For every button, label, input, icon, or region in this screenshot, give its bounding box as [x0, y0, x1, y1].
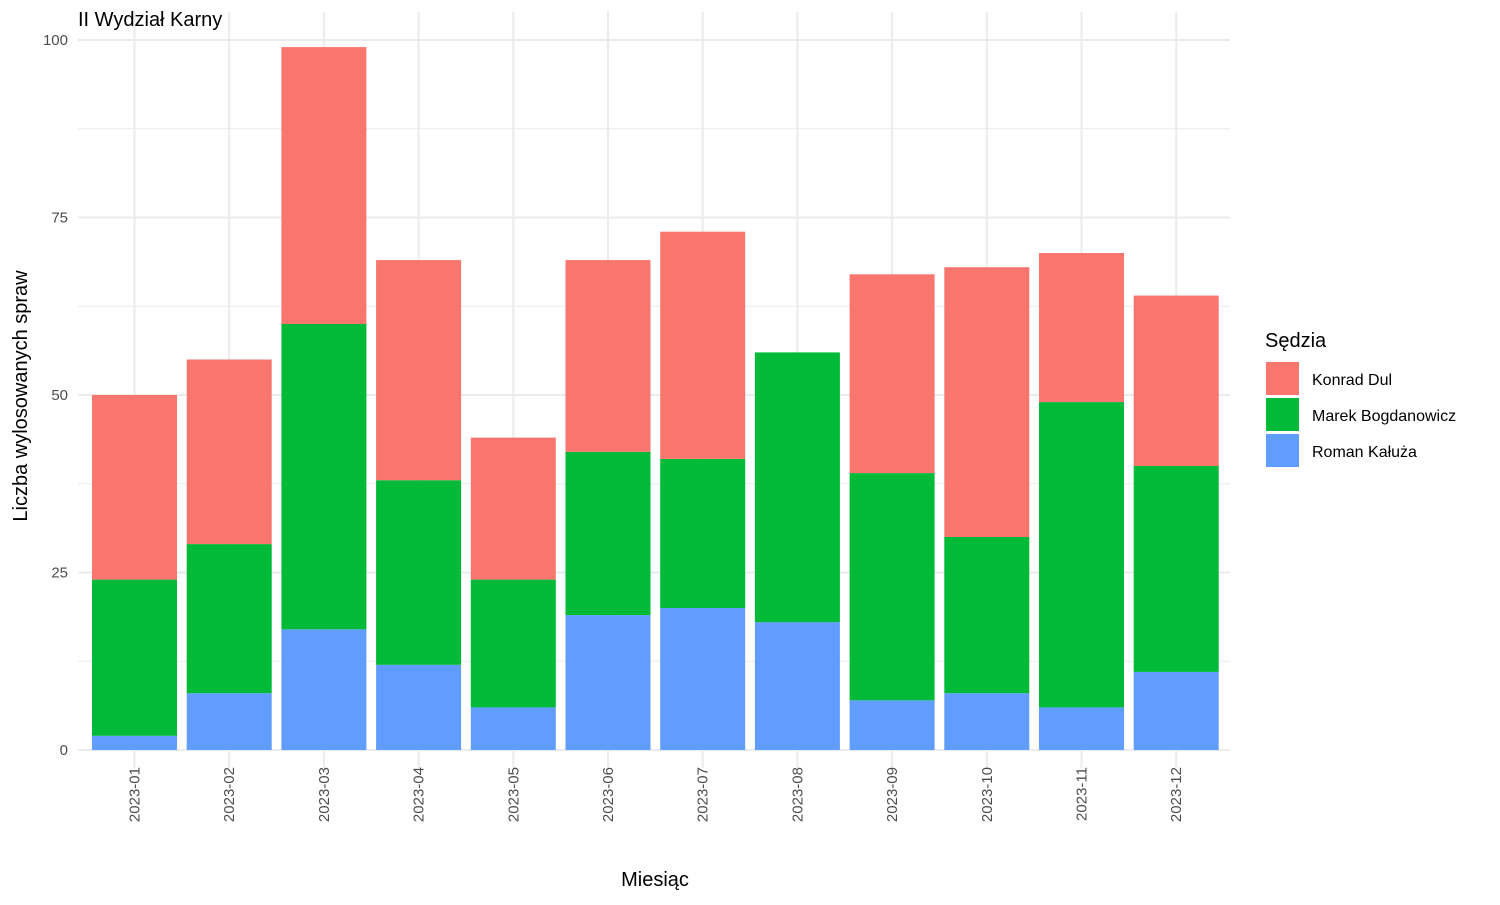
y-axis-title: Liczba wylosowanych spraw: [10, 270, 32, 522]
bar-segment: [849, 700, 935, 750]
y-tick-label: 75: [51, 210, 68, 227]
x-tick-label: 2023-04: [411, 767, 428, 822]
bar-segment: [92, 579, 177, 736]
bar-segment: [1133, 466, 1219, 672]
bar-segment: [1133, 671, 1219, 750]
bar-segment: [1039, 402, 1124, 708]
bar-segment: [92, 735, 177, 750]
bar-segment: [944, 267, 1030, 537]
legend-label: Konrad Dul: [1312, 372, 1392, 389]
legend-key: [1266, 398, 1299, 431]
bar-segment: [186, 693, 272, 750]
x-tick-label: 2023-08: [789, 767, 806, 822]
bar-segment: [754, 352, 840, 623]
legend: Sędzia Konrad Dul Marek Bogdanowicz Roman …: [1265, 330, 1456, 467]
x-tick-label: 2023-02: [221, 767, 238, 822]
legend-label: Roman Kałuża: [1312, 444, 1417, 461]
x-tick-label: 2023-07: [695, 767, 712, 822]
bar-segment: [565, 451, 651, 616]
bar-segment: [565, 615, 651, 750]
legend-label: Marek Bogdanowicz: [1312, 408, 1456, 425]
bar-segment: [1039, 253, 1124, 403]
x-axis-title: Miesiąc: [621, 869, 689, 891]
bar-segment: [281, 324, 367, 630]
y-tick-label: 25: [51, 565, 68, 582]
x-tick-label: 2023-11: [1074, 767, 1091, 821]
chart-title: II Wydział Karny: [78, 9, 222, 31]
bar-segment: [660, 231, 746, 459]
bar-segment: [944, 537, 1030, 694]
x-tick-label: 2023-06: [600, 767, 617, 822]
bar-segment: [281, 629, 367, 750]
bar-segment: [754, 622, 840, 750]
legend-key: [1266, 362, 1299, 395]
bar-segment: [565, 260, 651, 452]
x-tick-label: 2023-10: [979, 767, 996, 822]
y-axis-ticks: 0 25 50 75 100: [43, 32, 68, 759]
x-tick-label: 2023-09: [884, 767, 901, 822]
bar-segment: [1039, 707, 1124, 750]
bar-segment: [92, 395, 177, 580]
bars-layer: [92, 47, 1219, 750]
x-tick-label: 2023-03: [316, 767, 333, 822]
bar-segment: [376, 480, 462, 665]
y-tick-label: 50: [51, 387, 68, 404]
y-tick-label: 100: [43, 32, 68, 49]
bar-segment: [470, 707, 556, 750]
bar-segment: [944, 693, 1030, 750]
x-tick-label: 2023-05: [505, 767, 522, 822]
bar-segment: [186, 544, 272, 694]
y-tick-label: 0: [60, 742, 68, 759]
bar-segment: [376, 260, 462, 481]
x-axis-ticks: 2023-01 2023-02 2023-03 2023-04 2023-05 2023-…: [127, 767, 1186, 822]
x-tick-label: 2023-12: [1168, 767, 1185, 822]
bar-segment: [376, 664, 462, 750]
bar-segment: [849, 274, 935, 474]
x-tick-label: 2023-01: [127, 767, 144, 822]
bar-segment: [281, 47, 367, 324]
bar-segment: [1133, 295, 1219, 466]
bar-segment: [470, 579, 556, 708]
bar-segment: [660, 608, 746, 750]
bar-segment: [660, 458, 746, 608]
bar-segment: [186, 359, 272, 545]
legend-title: Sędzia: [1265, 330, 1327, 352]
bar-segment: [470, 437, 556, 580]
legend-key: [1266, 434, 1299, 467]
bar-segment: [849, 473, 935, 701]
